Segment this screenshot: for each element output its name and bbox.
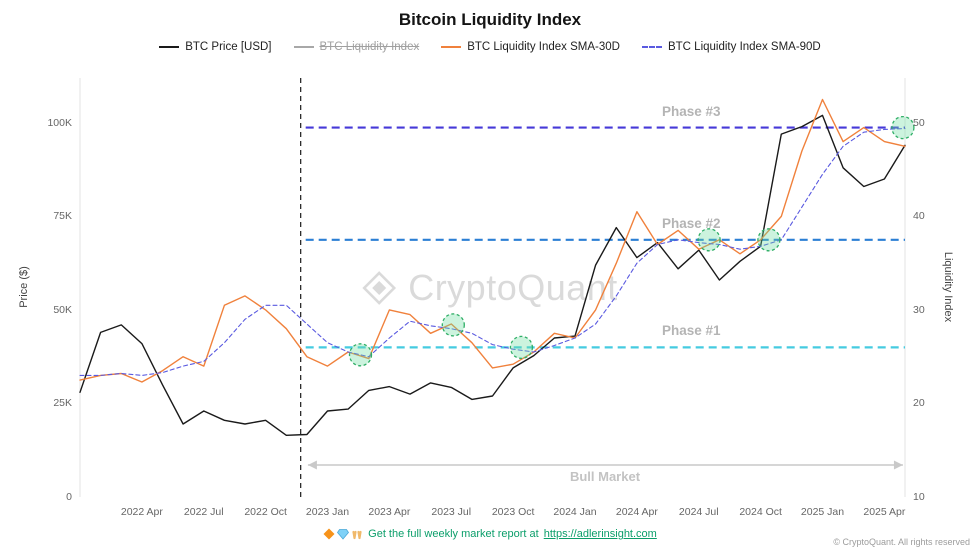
gem-icon	[337, 529, 350, 540]
y-tick-left: 50K	[53, 303, 72, 316]
report-link[interactable]: https://adlerinsight.com	[543, 528, 657, 540]
legend-label-sma-30d: BTC Liquidity Index SMA-30D	[467, 41, 620, 53]
legend-item-btc-price[interactable]: BTC Price [USD]	[159, 41, 272, 53]
x-tick-label: 2023 Oct	[491, 506, 535, 518]
orange-diamond-icon	[323, 528, 335, 540]
legend-label-sma-90d: BTC Liquidity Index SMA-90D	[667, 41, 821, 53]
legend-line-liquidity-index-icon	[293, 46, 314, 48]
y-tick-right: 10	[913, 491, 925, 503]
y-tick-left: 25K	[53, 397, 72, 410]
watermark-text: CryptoQuant	[408, 267, 618, 308]
x-tick-label: 2023 Jan	[305, 506, 350, 518]
legend-label-liquidity-index: BTC Liquidity Index	[319, 41, 420, 53]
phase-1-label: Phase #1	[662, 323, 721, 339]
footer-promo: Get the full weekly market report at htt…	[0, 528, 980, 540]
watermark: CryptoQuant	[362, 267, 618, 309]
y-axis-title-left: Price ($)	[18, 266, 30, 308]
legend-item-sma-90d[interactable]: BTC Liquidity Index SMA-90D	[641, 41, 821, 53]
x-tick-label: 2023 Jul	[431, 506, 472, 518]
legend-line-sma-90d-icon	[641, 46, 662, 48]
x-tick-label: 2024 Jul	[678, 506, 719, 518]
legend-line-btc-price-icon	[159, 46, 180, 48]
y-tick-right: 20	[913, 397, 925, 410]
promo-icons	[323, 528, 363, 540]
cryptoquant-logo-icon	[362, 271, 397, 305]
legend-label-btc-price: BTC Price [USD]	[185, 41, 272, 53]
y-tick-left: 0	[66, 491, 72, 503]
y-tick-right: 30	[913, 303, 925, 316]
x-tick-label: 2022 Jul	[183, 506, 224, 518]
x-tick-label: 2024 Apr	[615, 506, 658, 518]
chart-title: Bitcoin Liquidity Index	[398, 10, 582, 29]
y-tick-left: 100K	[47, 116, 72, 129]
legend-item-sma-30d[interactable]: BTC Liquidity Index SMA-30D	[441, 41, 620, 53]
x-tick-label: 2024 Jan	[553, 506, 597, 518]
phase-3-label: Phase #3	[662, 103, 721, 119]
x-tick-label: 2023 Apr	[368, 506, 411, 518]
legend-item-liquidity-index[interactable]: BTC Liquidity Index	[293, 41, 420, 53]
y-tick-right: 40	[913, 210, 925, 223]
legend-line-sma-30d-icon	[441, 46, 462, 48]
promo-text: Get the full weekly market report at	[368, 528, 539, 540]
x-tick-label: 2022 Apr	[120, 506, 163, 518]
raised-hands-icon	[352, 530, 362, 540]
y-tick-right: 50	[913, 116, 925, 129]
x-tick-label: 2025 Apr	[863, 506, 906, 518]
phase-2-label: Phase #2	[662, 215, 721, 231]
bull-market-label: Bull Market	[569, 469, 641, 484]
legend: BTC Price [USD] BTC Liquidity Index BTC …	[0, 41, 980, 53]
y-tick-left: 75K	[53, 210, 72, 223]
x-tick-label: 2022 Oct	[244, 506, 287, 518]
copyright-text: © CryptoQuant. All rights reserved	[833, 537, 970, 547]
x-tick-label: 2024 Oct	[739, 506, 782, 518]
x-tick-label: 2025 Jan	[800, 506, 845, 518]
